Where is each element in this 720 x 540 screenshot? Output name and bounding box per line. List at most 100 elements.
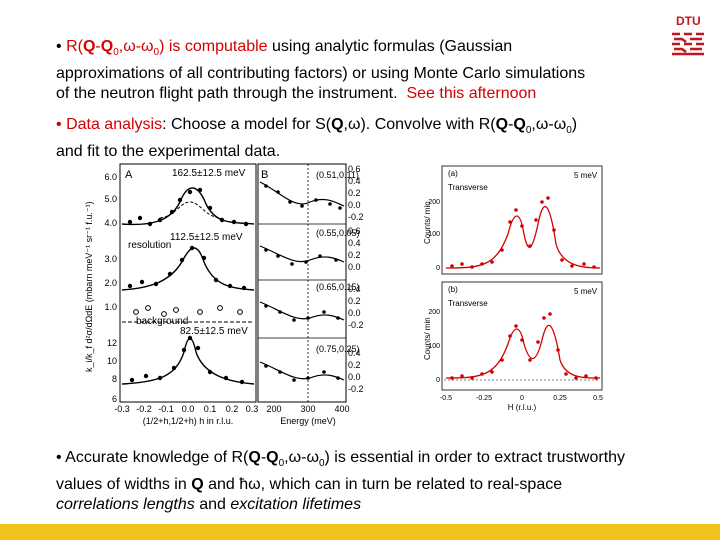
scan-a-fit-curve bbox=[445, 205, 601, 269]
dtu-logo-text: DTU bbox=[676, 14, 701, 28]
svg-text:100: 100 bbox=[428, 343, 440, 350]
para3-line1: • Accurate knowledge of R(Q-Q0,ω-ω0) is … bbox=[56, 449, 626, 470]
svg-text:0.2: 0.2 bbox=[348, 250, 361, 260]
figure-c-transverse-scans: (a) Transverse 5 meV (b) Transverse 5 me… bbox=[423, 165, 603, 412]
q-label-1: (0.51,0.11) bbox=[316, 170, 359, 180]
svg-text:200: 200 bbox=[428, 199, 440, 206]
svg-text:0.0: 0.0 bbox=[348, 262, 361, 272]
panel-a-curve-3 bbox=[121, 337, 255, 385]
panel-b-curve-2 bbox=[259, 245, 345, 263]
energy-label-3: 82.5±12.5 meV bbox=[180, 326, 248, 337]
see-this-afternoon: See this afternoon bbox=[406, 85, 537, 103]
panel-b-label: B bbox=[261, 169, 268, 181]
dtu-logo: DTU bbox=[672, 14, 704, 56]
svg-text:200: 200 bbox=[428, 309, 440, 316]
svg-text:0.0: 0.0 bbox=[348, 200, 361, 210]
scan-b-energy: 5 meV bbox=[574, 287, 598, 296]
svg-text:-0.1: -0.1 bbox=[158, 404, 174, 414]
svg-text:0: 0 bbox=[520, 395, 524, 402]
scan-b-tag: (b) bbox=[448, 285, 458, 294]
svg-text:0.4: 0.4 bbox=[348, 176, 361, 186]
svg-text:-0.2: -0.2 bbox=[348, 320, 364, 330]
panel-b-xticks: 200 300 400 bbox=[266, 404, 349, 414]
scan-b-yticks: 200 100 0 bbox=[428, 309, 440, 384]
svg-text:0.3: 0.3 bbox=[246, 404, 259, 414]
correlation-lengths: correlations lengths bbox=[56, 496, 195, 514]
panel-b-curve-3 bbox=[259, 301, 345, 321]
svg-text:0.0: 0.0 bbox=[182, 404, 195, 414]
svg-text:0.2: 0.2 bbox=[348, 296, 361, 306]
panel-a-label: A bbox=[125, 169, 133, 181]
panel-b-curve-1 bbox=[259, 181, 345, 207]
q-label-4: (0.75,0.25) bbox=[316, 344, 360, 354]
svg-text:200: 200 bbox=[266, 404, 281, 414]
panel-a-xlabel: (1/2+h,1/2+h) h in r.l.u. bbox=[143, 416, 234, 426]
para3-line2: values of widths in Q and ħω, which can … bbox=[56, 475, 563, 493]
svg-text:10: 10 bbox=[107, 356, 117, 366]
panel-a-ylabel: k_i/k_f d²σ/dΩdE (mbarn meV⁻¹ sr⁻¹ f.u.⁻… bbox=[84, 201, 94, 372]
scan-a-energy: 5 meV bbox=[574, 171, 598, 180]
footer-bar bbox=[0, 524, 720, 540]
paragraph-data-analysis: • Data analysis: Choose a model for S(Q,… bbox=[56, 115, 577, 162]
excitation-lifetimes: excitation lifetimes bbox=[230, 496, 362, 514]
svg-text:2.0: 2.0 bbox=[104, 278, 117, 288]
svg-text:-0.25: -0.25 bbox=[476, 395, 492, 402]
panel-a-frame bbox=[119, 163, 257, 403]
scan-b-fit-curve bbox=[445, 324, 601, 379]
panel-b-frame bbox=[257, 163, 347, 403]
is-computable: is computable bbox=[168, 38, 268, 55]
svg-text:0.2: 0.2 bbox=[226, 404, 239, 414]
svg-text:0.4: 0.4 bbox=[348, 284, 361, 294]
svg-text:0.25: 0.25 bbox=[553, 395, 567, 402]
svg-text:0.5: 0.5 bbox=[593, 395, 603, 402]
svg-text:3.0: 3.0 bbox=[104, 254, 117, 264]
q-label-3: (0.65,0.15) bbox=[316, 282, 360, 292]
svg-text:0.2: 0.2 bbox=[348, 188, 361, 198]
svg-text:0: 0 bbox=[436, 265, 440, 272]
svg-text:-0.2: -0.2 bbox=[348, 212, 364, 222]
svg-text:12: 12 bbox=[107, 338, 117, 348]
energy-label-1: 162.5±12.5 meV bbox=[172, 168, 246, 179]
svg-text:-0.5: -0.5 bbox=[440, 395, 452, 402]
svg-text:6.0: 6.0 bbox=[104, 172, 117, 182]
panel-b-yticks: 0.6 0.4 0.2 0.0 -0.2 0.6 0.4 0.2 0.0 0.4… bbox=[348, 164, 364, 394]
para1-line1: • R(Q-Q0,ω-ω0) is computable using analy… bbox=[56, 38, 513, 59]
svg-text:1.0: 1.0 bbox=[104, 302, 117, 312]
svg-text:4.0: 4.0 bbox=[104, 218, 117, 228]
scan-a-frame bbox=[441, 165, 603, 275]
para1-line3: of the neutron flight path through the i… bbox=[56, 85, 537, 103]
para1-line2: approximations of all contributing facto… bbox=[56, 64, 586, 82]
svg-text:400: 400 bbox=[334, 404, 349, 414]
para2-line1: • Data analysis: Choose a model for S(Q,… bbox=[56, 116, 578, 137]
figure-ab-scattering: A 162.5±12.5 meV 112.5±12.5 meV 82.5±12.… bbox=[84, 163, 364, 426]
para3-line3: correlations lengths and excitation life… bbox=[56, 496, 362, 514]
svg-text:-0.2: -0.2 bbox=[136, 404, 152, 414]
svg-text:300: 300 bbox=[300, 404, 315, 414]
svg-text:0.1: 0.1 bbox=[204, 404, 217, 414]
svg-text:0.4: 0.4 bbox=[348, 348, 361, 358]
scan-a-points bbox=[450, 196, 596, 269]
svg-text:0.4: 0.4 bbox=[348, 238, 361, 248]
para2-line2: and fit to the experimental data. bbox=[56, 142, 281, 160]
svg-text:-0.2: -0.2 bbox=[348, 384, 364, 394]
paragraph-resolution: • R(Q-Q0,ω-ω0) is computable using analy… bbox=[56, 37, 585, 105]
panel-b-xlabel: Energy (meV) bbox=[280, 416, 336, 426]
svg-text:5.0: 5.0 bbox=[104, 194, 117, 204]
svg-text:-0.3: -0.3 bbox=[114, 404, 130, 414]
q-label-2: (0.55,0.05) bbox=[316, 228, 360, 238]
scan-a-yticks: 200 100 0 bbox=[428, 199, 440, 272]
svg-text:0.0: 0.0 bbox=[348, 308, 361, 318]
scan-b-points bbox=[450, 312, 598, 380]
resolution-function: R(Q-Q0,ω-ω0) is computable bbox=[66, 38, 268, 59]
svg-text:8: 8 bbox=[112, 374, 117, 384]
panel-b-points bbox=[264, 184, 342, 382]
scan-a-transverse: Transverse bbox=[448, 183, 488, 192]
svg-text:0.6: 0.6 bbox=[348, 164, 361, 174]
svg-text:6: 6 bbox=[112, 394, 117, 404]
svg-text:0.6: 0.6 bbox=[348, 226, 361, 236]
scan-xticks: -0.5 -0.25 0 0.25 0.5 bbox=[440, 395, 603, 402]
panel-a-curve-2 bbox=[121, 247, 255, 291]
panel-a-xticks: -0.3 -0.2 -0.1 0.0 0.1 0.2 0.3 bbox=[114, 404, 258, 414]
scan-a-ylabel: Counts/ min bbox=[423, 201, 432, 244]
svg-text:0.2: 0.2 bbox=[348, 360, 361, 370]
